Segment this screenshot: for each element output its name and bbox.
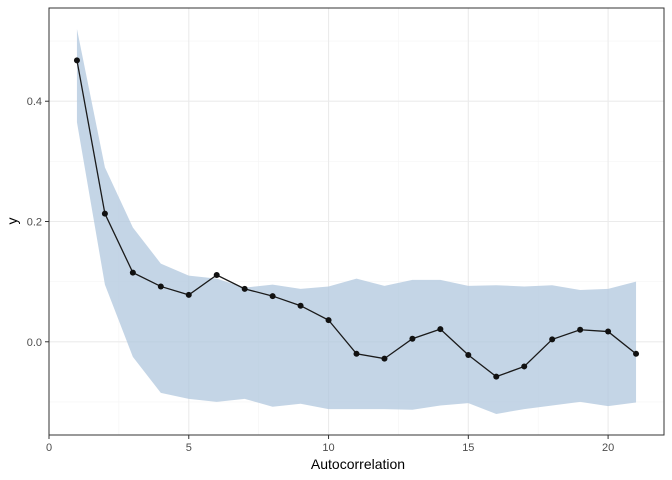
y-axis-title: y — [4, 218, 20, 225]
x-tick-label: 15 — [462, 442, 474, 454]
x-tick-label: 5 — [186, 442, 192, 454]
data-point — [269, 293, 276, 300]
data-point — [129, 269, 136, 276]
data-point — [213, 272, 220, 279]
data-point — [549, 336, 556, 343]
confidence-band — [76, 29, 637, 414]
data-point — [577, 326, 584, 333]
data-point — [157, 283, 164, 290]
x-tick-label: 10 — [322, 442, 334, 454]
data-point — [493, 373, 500, 380]
data-point — [605, 328, 612, 335]
data-point — [353, 350, 360, 357]
x-tick-label: 20 — [602, 442, 614, 454]
data-point — [101, 210, 108, 217]
data-point — [437, 326, 444, 333]
data-point — [409, 335, 416, 342]
data-point — [73, 57, 80, 64]
x-tick-label: 0 — [46, 442, 52, 454]
confidence-band-layer — [76, 29, 637, 414]
data-point — [297, 302, 304, 309]
y-axis: 0.0 0.2 0.4 — [27, 96, 49, 349]
x-axis-title: Autocorrelation — [311, 456, 405, 472]
data-point — [633, 350, 640, 357]
data-points-layer — [73, 57, 640, 380]
y-tick-label: 0.2 — [27, 217, 42, 229]
data-point — [381, 355, 388, 362]
data-point — [521, 363, 528, 370]
y-tick-label: 0.0 — [27, 337, 42, 349]
data-point — [185, 291, 192, 298]
data-point — [325, 317, 332, 324]
data-point — [241, 285, 248, 292]
y-tick-label: 0.4 — [27, 96, 42, 108]
x-axis: 0 5 10 15 20 — [46, 435, 614, 454]
data-point — [465, 352, 472, 359]
